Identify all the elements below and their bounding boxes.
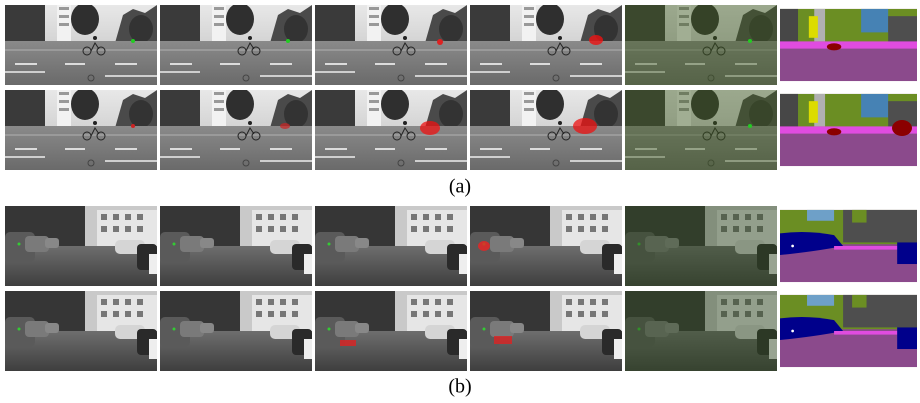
caption: (b) (448, 376, 471, 398)
marker (286, 39, 290, 43)
frame (160, 88, 312, 170)
frame (160, 3, 312, 85)
heatmap (494, 336, 512, 344)
marker (748, 39, 752, 43)
segmentation (780, 210, 917, 282)
heatmap (589, 35, 603, 45)
heatmap (280, 123, 290, 129)
heatmap (420, 121, 440, 135)
frame (315, 206, 467, 286)
frame (315, 3, 467, 85)
segment-blob (892, 120, 912, 136)
heatmap (478, 241, 490, 251)
panel-a (5, 3, 917, 170)
panel-b (5, 206, 917, 371)
color-tint (625, 90, 777, 170)
marker (748, 124, 752, 128)
figure: (a) (b) (0, 0, 920, 403)
caption: (a) (449, 176, 471, 198)
frame (315, 88, 467, 170)
heatmap (437, 39, 443, 45)
frame (470, 291, 622, 371)
color-tint (625, 206, 777, 286)
marker (131, 124, 135, 128)
frame (5, 291, 157, 371)
color-tint (625, 291, 777, 371)
heatmap (573, 118, 597, 134)
frame (470, 206, 622, 286)
frame (315, 291, 467, 371)
marker (131, 39, 135, 43)
frame (470, 88, 622, 170)
heatmap (340, 340, 356, 346)
frame (5, 88, 157, 170)
segmentation (780, 9, 917, 81)
frame (5, 206, 157, 286)
frame (160, 206, 312, 286)
segmentation (780, 295, 917, 367)
frame (160, 291, 312, 371)
color-tint (625, 5, 777, 85)
frame (5, 3, 157, 85)
